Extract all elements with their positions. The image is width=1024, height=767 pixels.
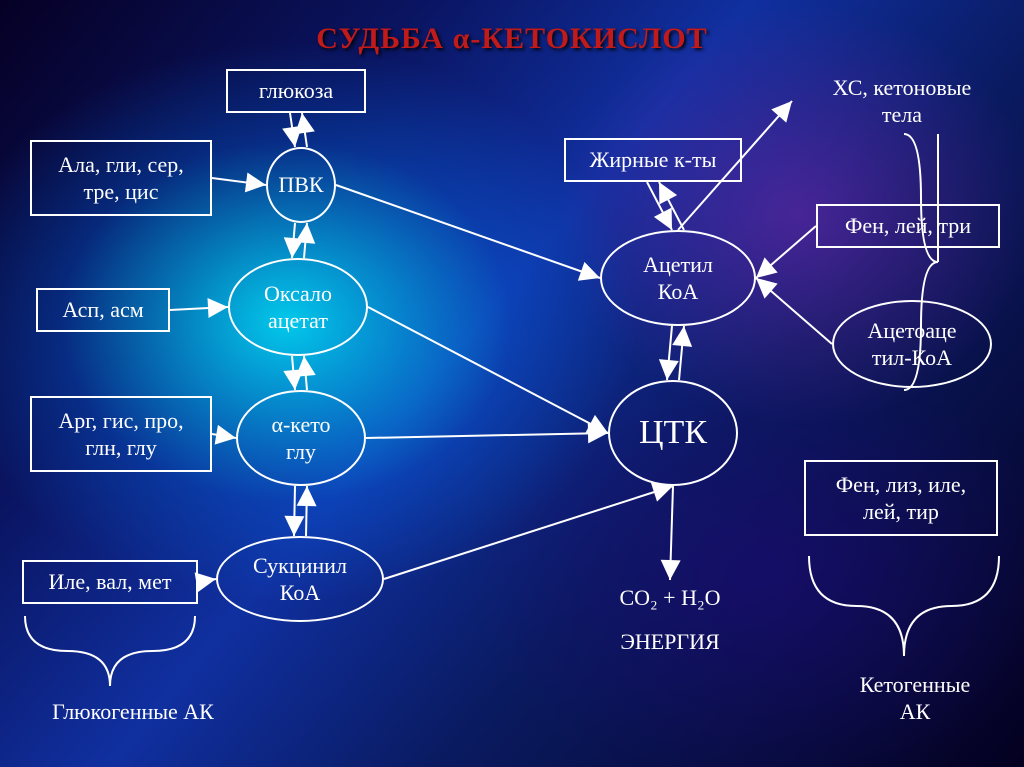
node-phenLizIle: Фен, лиз, иле, лей, тир <box>804 460 998 536</box>
node-acetoacetyl: Ацетоаце тил-КоА <box>832 300 992 388</box>
node-succinyl: Сукцинил КоА <box>216 536 384 622</box>
node-xc: ХС, кетоновые тела <box>792 66 1012 136</box>
node-phenLeuTri: Фен, лей, три <box>816 204 1000 248</box>
diagram-title: СУДЬБА α-КЕТОКИСЛОТ <box>0 22 1024 56</box>
node-acetylcoa: Ацетил КоА <box>600 230 756 326</box>
node-fatty: Жирные к-ты <box>564 138 742 182</box>
node-aminos3: Иле, вал, мет <box>22 560 198 604</box>
node-ketogenic: Кетогенные АК <box>830 666 1000 730</box>
node-glucose: глюкоза <box>226 69 366 113</box>
node-oxalo: Оксало ацетат <box>228 258 368 356</box>
node-co2: CO₂ + H₂O <box>560 580 780 616</box>
node-pvk: ПВК <box>266 147 336 223</box>
node-aketo: α-кето глу <box>236 390 366 486</box>
diagram-stage: СУДЬБА α-КЕТОКИСЛОТ глюкоза ПВК Ала, гли, … <box>0 0 1024 767</box>
node-glucogenic: Глюкогенные АК <box>18 694 248 730</box>
node-asp: Асп, асм <box>36 288 170 332</box>
node-ctk: ЦТК <box>608 380 738 486</box>
node-aminos2: Арг, гис, про, глн, глу <box>30 396 212 472</box>
node-aminos1: Ала, гли, сер, тре, цис <box>30 140 212 216</box>
node-energy: ЭНЕРГИЯ <box>590 624 750 660</box>
